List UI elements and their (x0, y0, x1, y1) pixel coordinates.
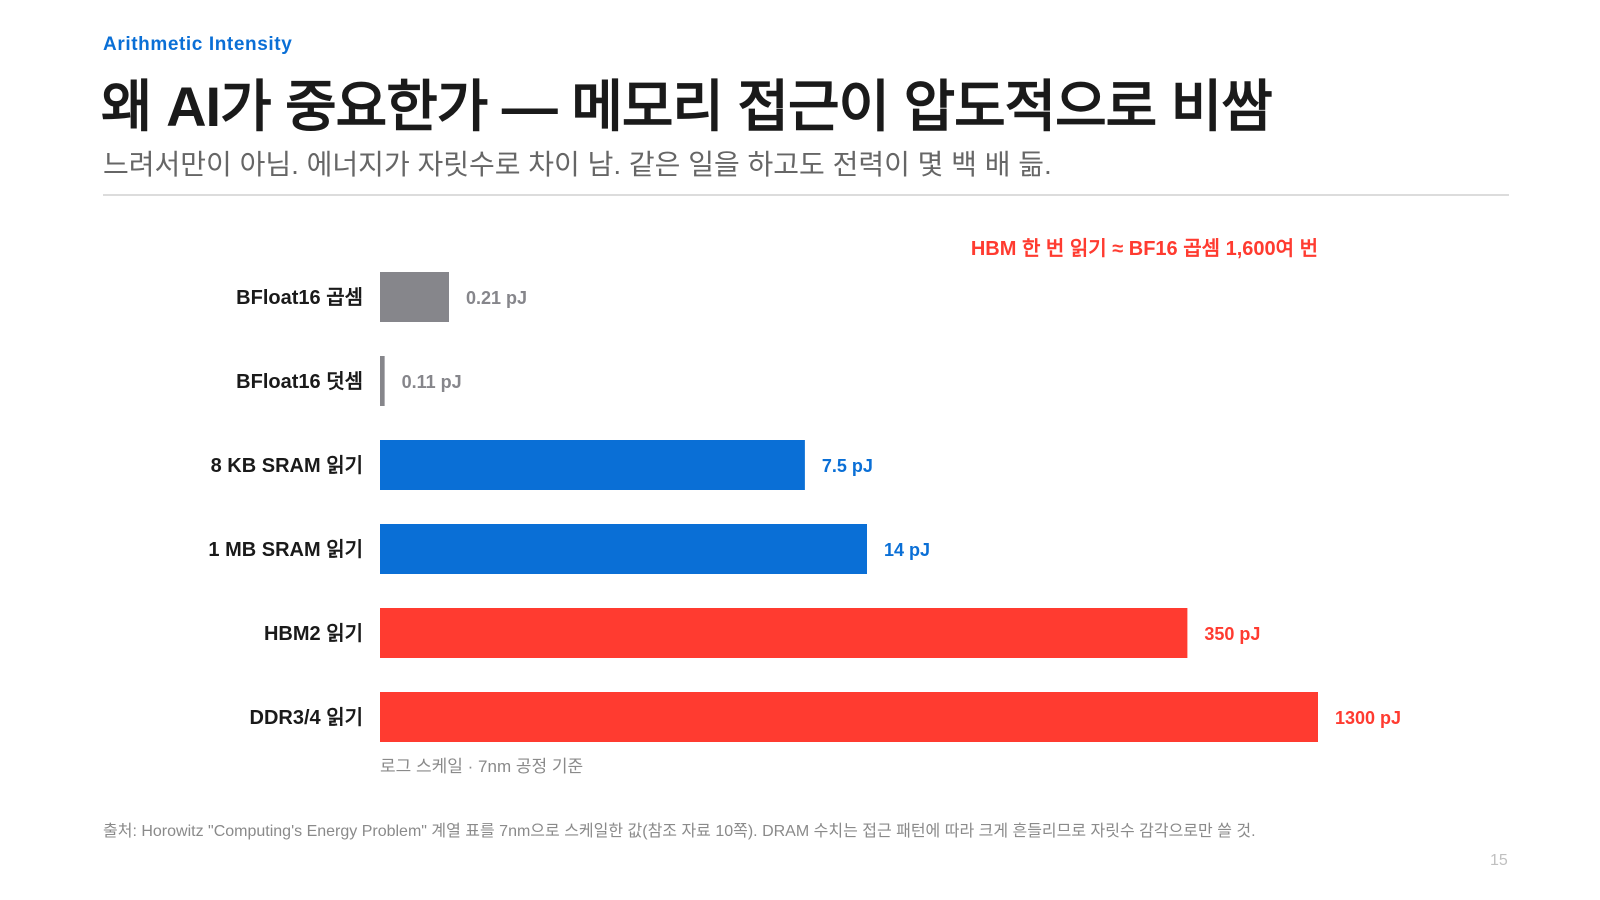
bar (380, 440, 805, 490)
bar (380, 692, 1318, 742)
section-eyebrow: Arithmetic Intensity (103, 34, 293, 55)
divider (103, 194, 1509, 196)
axis-note: 로그 스케일 · 7nm 공정 기준 (380, 757, 583, 776)
value-label: 7.5 pJ (822, 456, 873, 476)
category-label: 1 MB SRAM 읽기 (208, 538, 363, 561)
category-label: HBM2 읽기 (264, 622, 363, 645)
category-label: BFloat16 덧셈 (236, 370, 363, 393)
bar (380, 356, 385, 406)
page-subtitle: 느려서만이 아님. 에너지가 자릿수로 차이 남. 같은 일을 하고도 전력이 … (103, 149, 1052, 180)
page-title: 왜 AI가 중요한가 — 메모리 접근이 압도적으로 비쌈 (101, 75, 1273, 138)
chart-annotation: HBM 한 번 읽기 ≈ BF16 곱셈 1,600여 번 (971, 237, 1318, 260)
category-label: 8 KB SRAM 읽기 (211, 454, 363, 477)
energy-bar-chart: BFloat16 곱셈 0.21 pJ BFloat16 덧셈 0.11 pJ 8 KB… (208, 237, 1401, 776)
category-label: BFloat16 곱셈 (236, 286, 363, 309)
source-footnote: 출처: Horowitz "Computing's Energy Problem… (103, 823, 1256, 840)
value-label: 0.21 pJ (466, 288, 527, 308)
bar (380, 272, 449, 322)
value-label: 0.11 pJ (402, 372, 462, 392)
bar (380, 608, 1188, 658)
page-number: 15 (1490, 852, 1508, 869)
value-label: 14 pJ (884, 540, 930, 560)
value-label: 350 pJ (1204, 624, 1260, 644)
bar (380, 524, 868, 574)
category-label: DDR3/4 읽기 (250, 706, 364, 729)
value-label: 1300 pJ (1335, 708, 1401, 728)
